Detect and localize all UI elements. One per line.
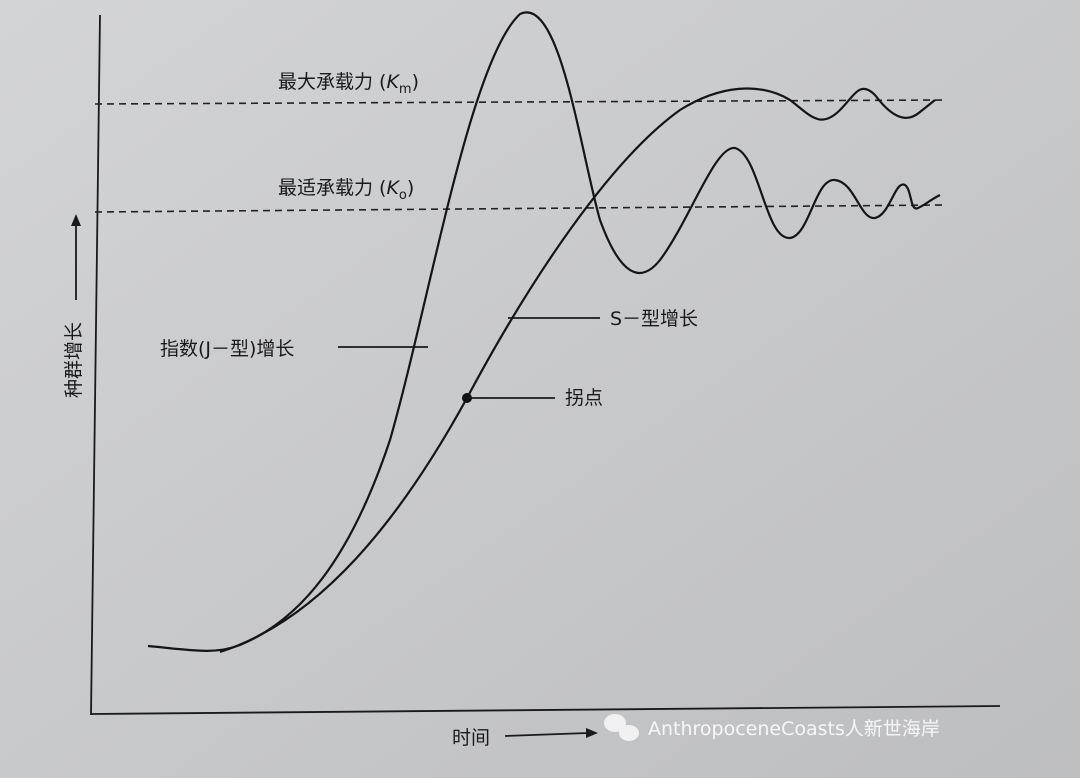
label-part: 最大承载力 (	[278, 71, 386, 93]
j-growth-label: 指数(J－型)增长	[160, 338, 294, 360]
y-axis-label: 种群增长	[63, 322, 85, 398]
wechat-icon	[604, 714, 639, 741]
label-part: o	[399, 188, 407, 203]
x-arrow	[504, 732, 589, 737]
x-axis	[90, 705, 1001, 715]
optimal-capacity-label: 最适承载力 (Ko)	[278, 177, 414, 203]
label-part: m	[399, 82, 412, 97]
y-arrow-head	[71, 214, 81, 226]
s-growth-label: S－型增长	[610, 308, 698, 330]
label-part: 最适承载力 (	[278, 177, 386, 199]
label-part: K	[386, 177, 400, 199]
x-arrow-head	[586, 728, 598, 738]
max-capacity-label: 最大承载力 (Km)	[278, 71, 419, 97]
label-part: )	[412, 71, 419, 93]
s-curve	[219, 87, 936, 654]
x-axis-label: 时间	[452, 727, 490, 749]
label-part: )	[407, 177, 414, 199]
j-curve	[147, 11, 941, 652]
y-axis	[90, 14, 101, 716]
inflection-label: 拐点	[565, 387, 603, 409]
optimal-capacity-line	[94, 204, 946, 213]
watermark: AnthropoceneCoasts人新世海岸	[648, 718, 940, 740]
label-part: K	[386, 71, 400, 93]
max-capacity-line	[94, 99, 946, 105]
